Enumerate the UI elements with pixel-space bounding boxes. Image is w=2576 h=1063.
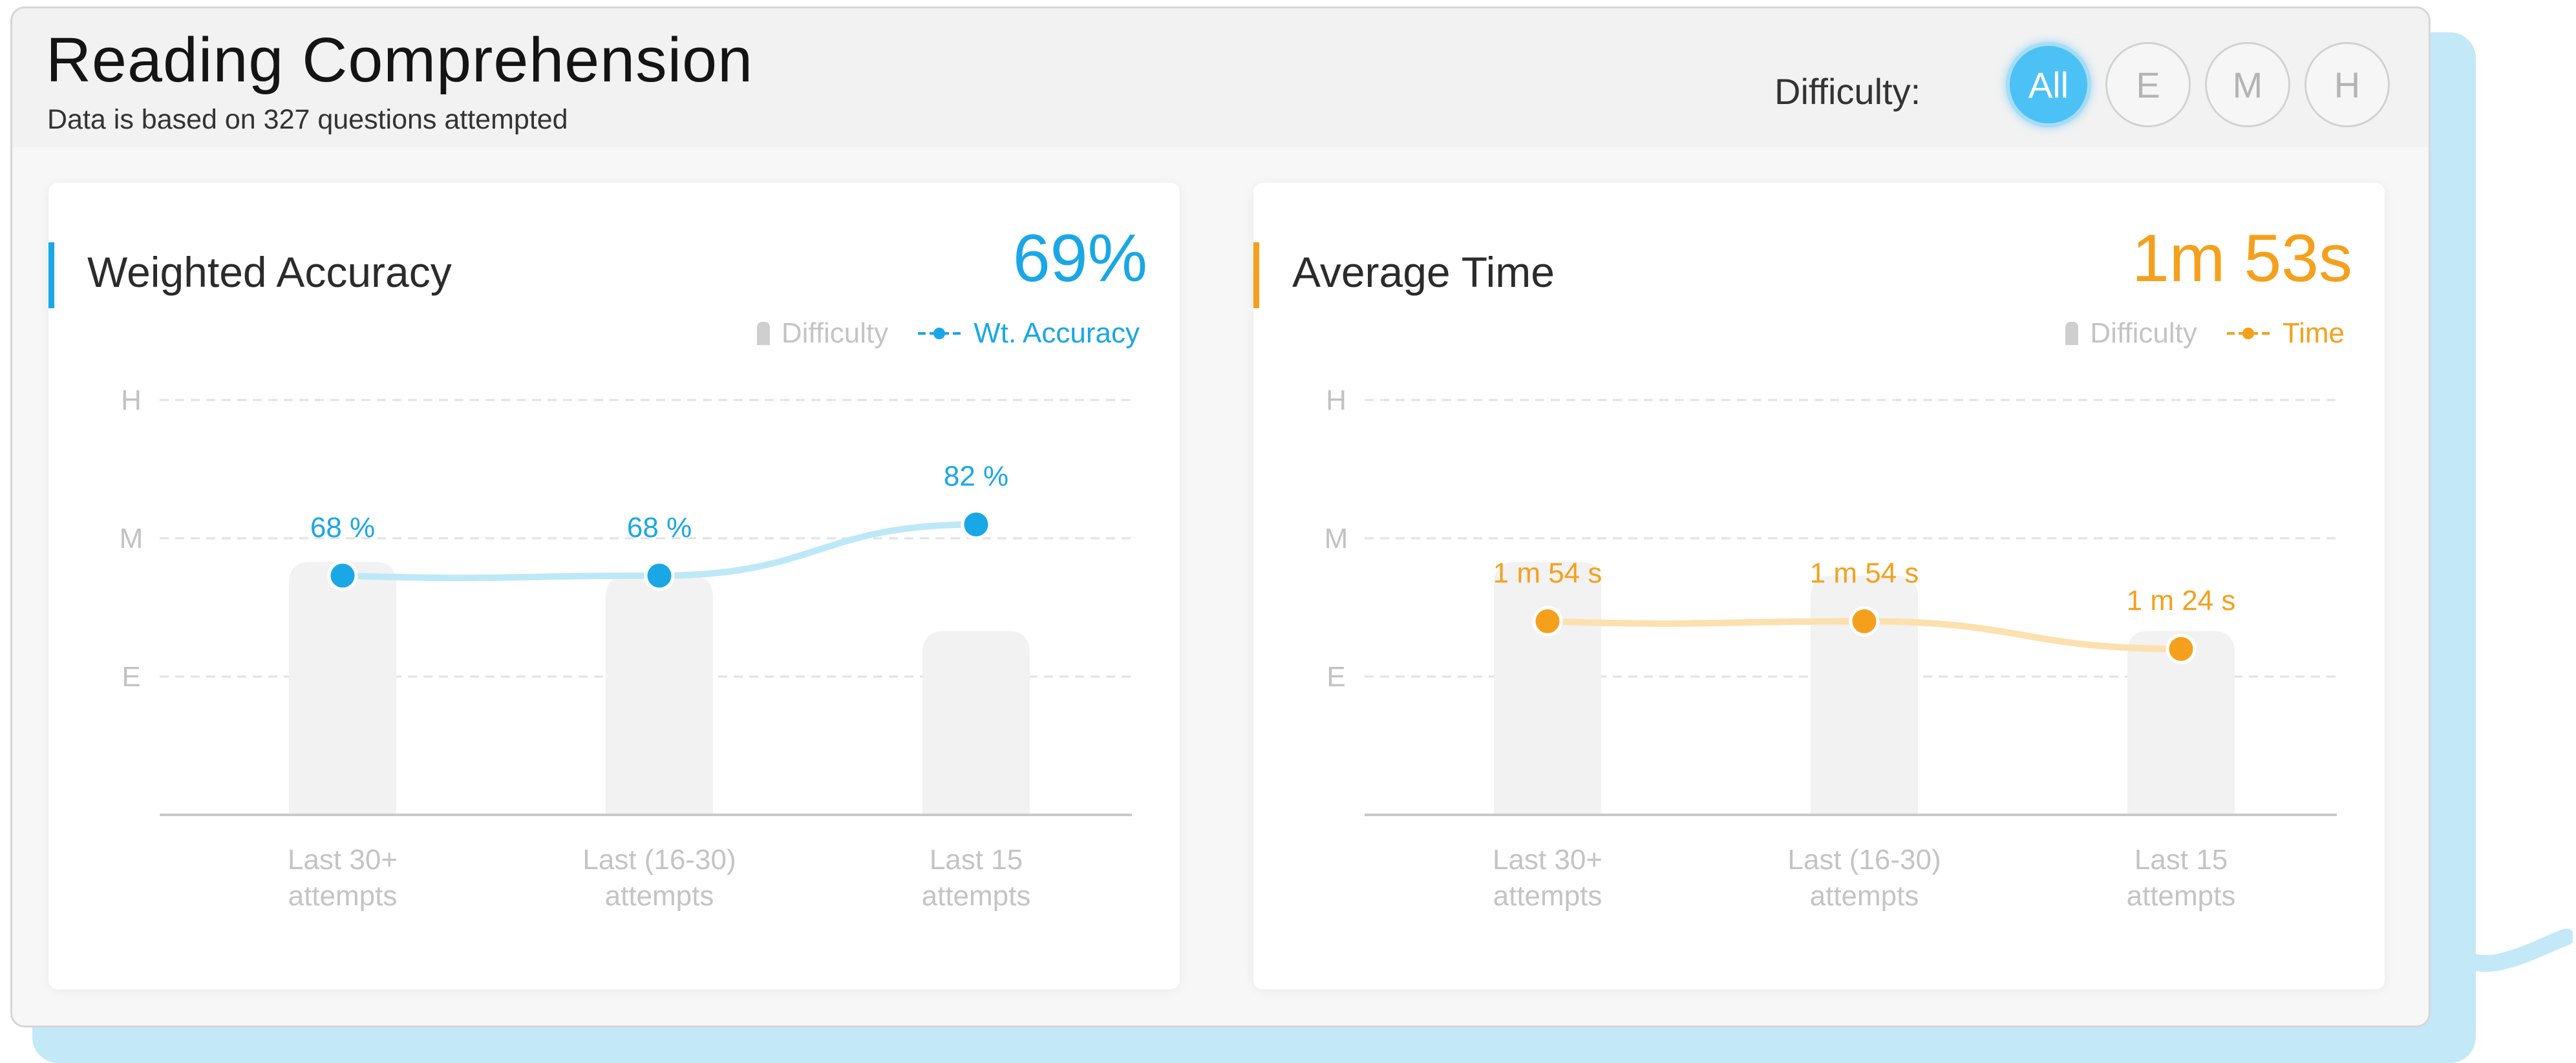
reading-comprehension-card: Reading Comprehension Data is based on 3… [10,6,2431,1027]
legend-item-difficulty[interactable]: Difficulty [2065,317,2197,350]
difficulty-bar[interactable] [2127,631,2235,815]
panel-title: Average Time [1292,248,1555,296]
y-level-label: E [122,661,140,693]
difficulty-filter-label: Difficulty: [1774,71,1921,112]
data-label: 1 m 54 s [1810,557,1919,589]
y-level-label: E [1326,661,1345,693]
legend-label-difficulty: Difficulty [781,317,889,349]
x-tick-label: Last (16-30) [582,844,736,876]
difficulty-bar[interactable] [606,575,713,815]
data-point[interactable] [644,560,675,591]
line-legend-icon [918,328,961,339]
bar-legend-icon [756,322,770,345]
panel-accent-bar [48,242,54,308]
panel-accent-bar [1253,242,1259,308]
x-tick-label: attempts [1493,880,1602,912]
x-tick-label: attempts [1810,880,1919,912]
data-label: 68 % [627,512,692,543]
data-label: 1 m 24 s [2127,585,2236,616]
x-tick-label: attempts [2127,880,2236,912]
chart-legend: Difficulty Time [2065,317,2345,350]
difficulty-hard-button[interactable]: H [2305,42,2390,127]
line-legend-icon [2226,328,2270,339]
difficulty-bar[interactable] [289,562,396,815]
card-header: Reading Comprehension Data is based on 3… [12,8,2429,147]
data-point[interactable] [2166,633,2197,664]
data-label: 82 % [944,461,1008,492]
difficulty-bar[interactable] [1811,575,1918,815]
difficulty-bar[interactable] [1494,562,1601,815]
chart-legend: Difficulty Wt. Accuracy [756,317,1140,350]
y-level-label: M [1325,523,1348,554]
legend-label-line: Time [2282,317,2345,349]
x-tick-label: Last (16-30) [1787,844,1941,876]
x-tick-label: attempts [922,880,1031,912]
accuracy-chart: E M H Last 30+ attempts Last (16-30) attempts L… [120,384,1132,912]
data-point[interactable] [327,560,358,591]
y-level-label: M [120,523,144,554]
difficulty-easy-button[interactable]: E [2105,42,2191,127]
data-point[interactable] [1849,605,1880,637]
y-level-label: H [1326,384,1347,416]
panel-title: Weighted Accuracy [87,248,452,296]
time-chart: E M H Last 30+ attempts Last (16-30) attempts L… [1325,384,2337,912]
average-time-panel: Average Time 1m 53s Difficulty Time E M H L… [1253,183,2385,989]
legend-label-line: Wt. Accuracy [974,317,1140,349]
legend-label-difficulty: Difficulty [2090,317,2197,349]
data-point[interactable] [961,509,992,540]
weighted-accuracy-panel: Weighted Accuracy 69% Difficulty Wt. Acc… [48,183,1180,989]
x-tick-label: attempts [605,880,714,912]
x-tick-label: Last 15 [2134,844,2228,876]
difficulty-medium-button[interactable]: M [2205,42,2290,127]
x-tick-label: Last 30+ [288,844,398,876]
x-tick-label: Last 30+ [1493,844,1602,876]
legend-item-difficulty[interactable]: Difficulty [756,317,889,350]
x-tick-label: Last 15 [930,844,1023,876]
average-time-value: 1m 53s [2131,221,2352,296]
weighted-accuracy-value: 69% [1012,221,1147,296]
data-label: 1 m 54 s [1493,557,1602,589]
y-level-label: H [121,384,142,416]
page-title: Reading Comprehension [46,25,754,95]
bar-legend-icon [2065,322,2079,345]
data-point[interactable] [1532,605,1563,637]
x-tick-label: attempts [288,880,398,912]
questions-attempted-note: Data is based on 327 questions attempted [47,104,568,135]
difficulty-bar[interactable] [922,631,1030,815]
legend-item-line[interactable]: Time [2226,317,2345,350]
data-label: 68 % [310,512,375,543]
legend-item-line[interactable]: Wt. Accuracy [917,317,1140,350]
difficulty-all-button[interactable]: All [2006,42,2091,127]
